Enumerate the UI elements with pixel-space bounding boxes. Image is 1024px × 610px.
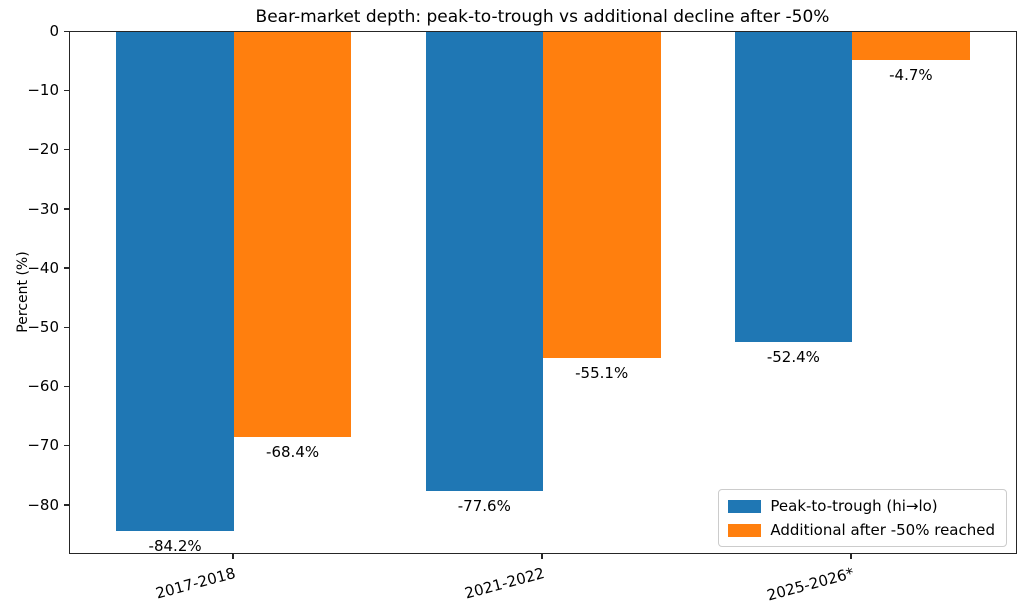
legend-swatch-blue xyxy=(728,499,762,513)
legend-item-additional: Additional after -50% reached xyxy=(728,521,995,539)
y-tick-mark xyxy=(64,326,69,328)
bar-value-label: -77.6% xyxy=(457,497,511,516)
y-tick-label: −40 xyxy=(27,258,59,277)
y-tick-mark xyxy=(64,504,69,506)
bar-value-label: -4.7% xyxy=(889,65,933,84)
legend-label: Additional after -50% reached xyxy=(770,521,995,539)
bar-peak-to-trough-2025-2026* xyxy=(734,32,853,343)
y-tick-mark xyxy=(64,267,69,269)
y-tick-label: −60 xyxy=(27,377,59,396)
y-tick-label: −30 xyxy=(27,199,59,218)
y-tick-mark xyxy=(64,385,69,388)
y-tick-mark xyxy=(64,444,69,447)
y-tick-label: −70 xyxy=(27,436,59,455)
bar-peak-to-trough-2017-2018 xyxy=(116,32,234,531)
y-tick-mark xyxy=(64,30,69,32)
bar-peak-to-trough-2021-2022 xyxy=(425,32,543,492)
legend: Peak-to-trough (hi→lo) Additional after … xyxy=(718,489,1007,547)
plot-area: -84.2% -77.6% -52.4% -68.4% -55.1% -4.7% xyxy=(69,31,1017,555)
chart-title: Bear-market depth: peak-to-trough vs add… xyxy=(255,7,830,27)
y-tick-mark xyxy=(64,89,69,92)
legend-label: Peak-to-trough (hi→lo) xyxy=(770,497,938,515)
bar-value-label: -52.4% xyxy=(766,348,820,367)
bar-value-label: -55.1% xyxy=(575,364,629,383)
x-tick-label: 2017-2018 xyxy=(153,564,238,603)
y-tick-label: −80 xyxy=(27,495,59,514)
x-tick-mark xyxy=(850,554,852,559)
x-tick-mark xyxy=(232,554,234,559)
bar-value-label: -84.2% xyxy=(148,536,202,555)
y-tick-mark xyxy=(64,148,69,151)
y-tick-label: −10 xyxy=(27,81,59,100)
x-tick-mark xyxy=(541,554,543,559)
y-tick-mark xyxy=(64,208,69,210)
x-tick-label: 2025-2026* xyxy=(764,564,856,605)
y-tick-label: 0 xyxy=(49,22,59,40)
bar-additional-2017-2018 xyxy=(233,32,352,437)
bar-additional-2025-2026* xyxy=(852,32,970,60)
bar-additional-2021-2022 xyxy=(543,32,661,359)
bar-value-label: -68.4% xyxy=(266,443,320,461)
y-tick-label: −20 xyxy=(27,140,59,159)
y-tick-label: −50 xyxy=(27,318,59,336)
legend-swatch-orange xyxy=(728,523,762,537)
x-tick-label: 2021-2022 xyxy=(463,564,547,603)
legend-item-peak-to-trough: Peak-to-trough (hi→lo) xyxy=(728,497,995,515)
